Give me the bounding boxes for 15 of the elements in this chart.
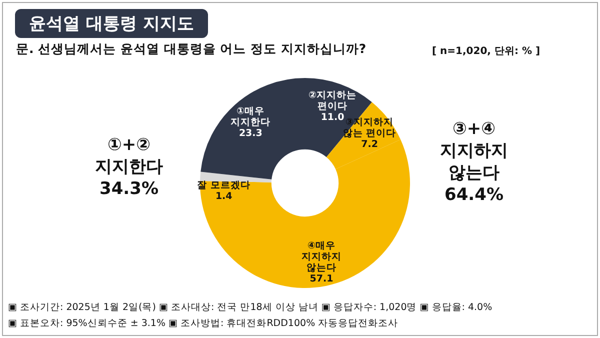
data-label: 57.1 — [310, 274, 334, 285]
slice-label: ②지지하는 편이다 — [308, 90, 357, 112]
data-label: 11.0 — [320, 112, 345, 123]
text: [ n=1,020, 단위: % ] — [432, 45, 540, 58]
text: ▣ 표본오차: 95%신뢰수준 ± 3.1% ▣ 조사방법: 휴대전화RDD100% 자동응답전화조사 — [8, 317, 398, 330]
slice-label: ④매우 지지하지 않는다 — [301, 240, 342, 274]
text: ①+② 지지한다 34.3% — [95, 134, 163, 200]
text: ③+④ 지지하지 않는다 64.4% — [440, 118, 508, 206]
text: ▣ 조사기간: 2025년 1월 2일(목) ▣ 조사대상: 전국 만18세 이상 남녀 ▣ 응답자수: 1,020명 ▣ 응답율: 4.0% — [8, 301, 492, 314]
data-label: 7.2 — [361, 139, 378, 150]
slice-label: ①매우 지지한다 — [230, 106, 271, 128]
data-label: 1.4 — [215, 190, 233, 202]
chart-title: 윤석열 대통령 지지도 — [15, 9, 208, 38]
chart-subtitle: 문. 선생님께서는 윤석열 대통령을 어느 정도 지지하십니까? — [16, 41, 366, 58]
data-label: 23.3 — [238, 128, 262, 139]
